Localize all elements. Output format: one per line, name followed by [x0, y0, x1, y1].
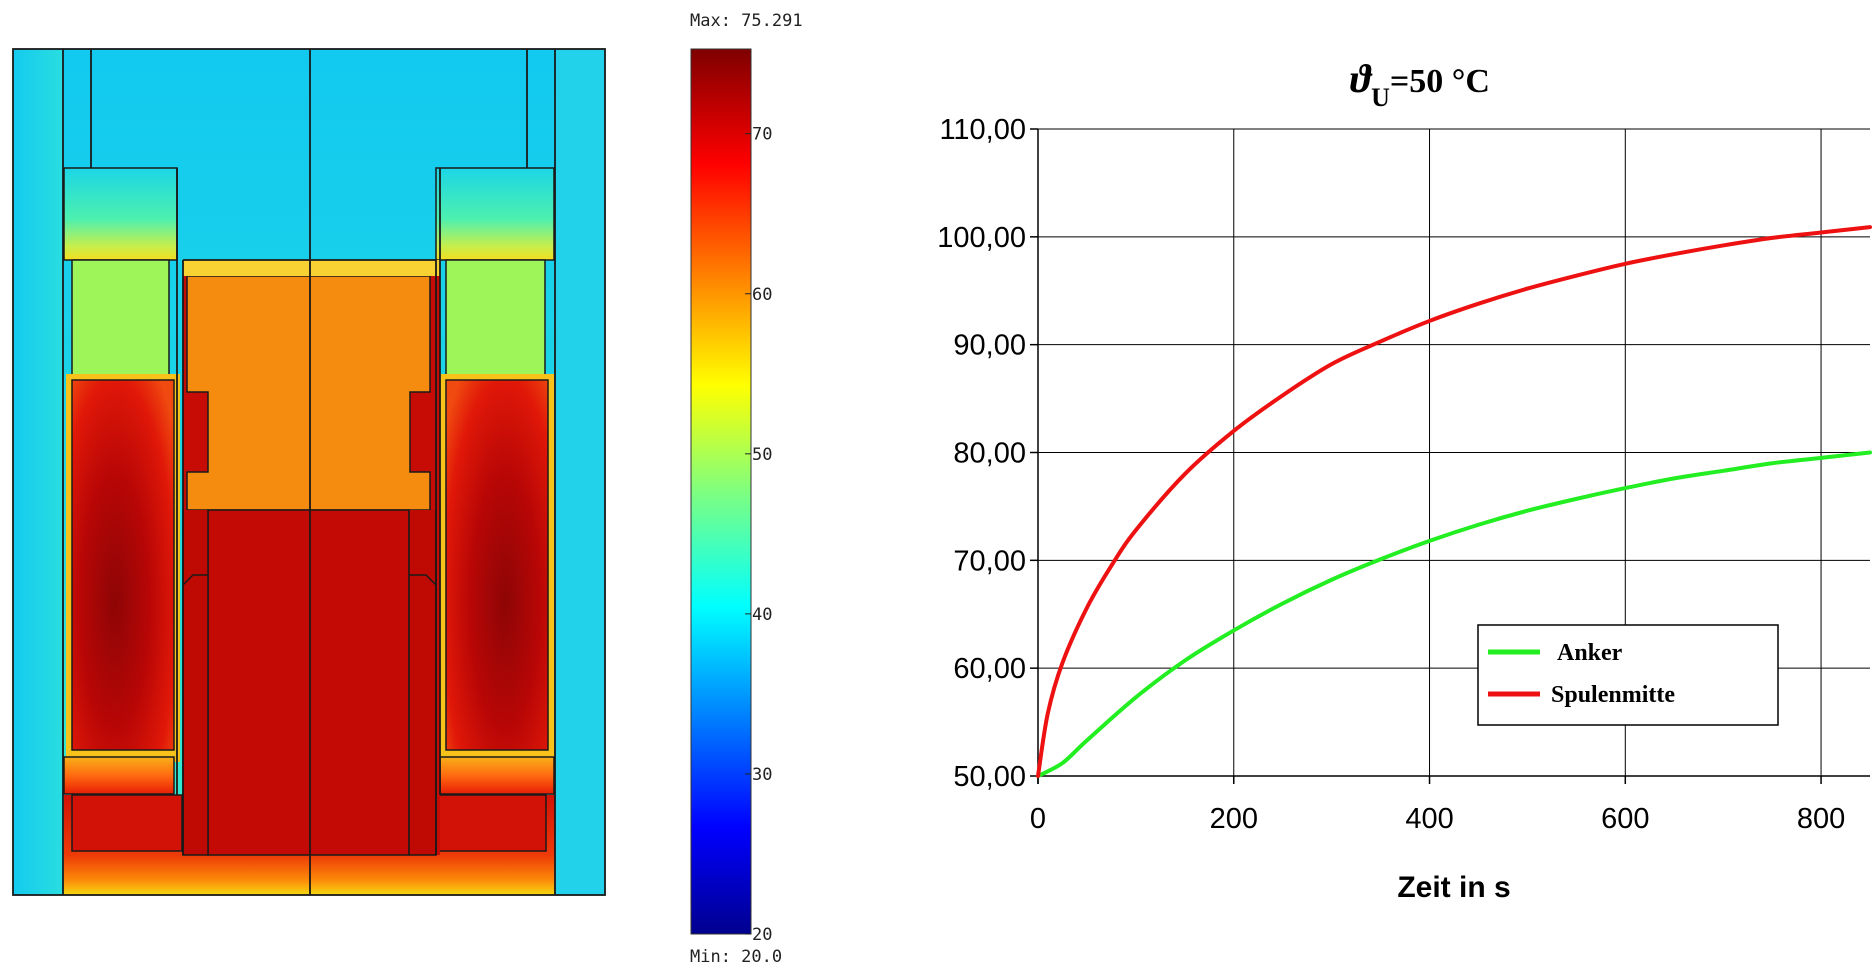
colorbar-tick-label: 30: [752, 765, 772, 785]
x-tick-label: 800: [1797, 803, 1845, 835]
chart-legend: Anker Spulenmitte: [1477, 624, 1779, 726]
x-tick-label: 0: [1030, 803, 1046, 835]
x-tick-label: 600: [1601, 803, 1649, 835]
chart-title-rest: =50 °C: [1390, 63, 1490, 100]
series-line-anker: [1036, 450, 1872, 778]
series-line-spulenmitte: [1036, 225, 1872, 778]
colorbar-tick-label: 20: [752, 925, 772, 945]
y-tick-label: 60,00: [953, 653, 1026, 685]
chart-title: ϑU=50 °C: [1350, 56, 1490, 112]
x-tick-label: 200: [1210, 803, 1258, 835]
x-tick-label: 400: [1405, 803, 1453, 835]
colorbar-tick-label: 50: [752, 445, 772, 465]
y-tick-label: 90,00: [953, 330, 1026, 362]
chart-title-symbol: ϑ: [1350, 56, 1373, 101]
y-tick-label: 100,00: [937, 222, 1026, 254]
colorbar-tick-label: 60: [752, 285, 772, 305]
colorbar-gradient: [690, 48, 752, 935]
legend-label: Anker: [1557, 640, 1623, 666]
y-tick-label: 70,00: [953, 545, 1026, 577]
y-tick-label: 50,00: [953, 761, 1026, 793]
y-tick-label: 80,00: [953, 438, 1026, 470]
chart-title-subscript: U: [1371, 83, 1390, 112]
legend-label: Spulenmitte: [1551, 682, 1675, 708]
colorbar-min-label: Min: 20.0: [690, 947, 782, 966]
x-axis-label: Zeit in s: [1397, 871, 1510, 904]
legend-box: [1477, 624, 1779, 726]
colorbar-tick-label: 40: [752, 605, 772, 625]
colorbar-max-label: Max: 75.291: [690, 11, 803, 31]
y-tick-label: 110,00: [939, 114, 1026, 146]
colorbar-tick-label: 70: [752, 125, 772, 145]
